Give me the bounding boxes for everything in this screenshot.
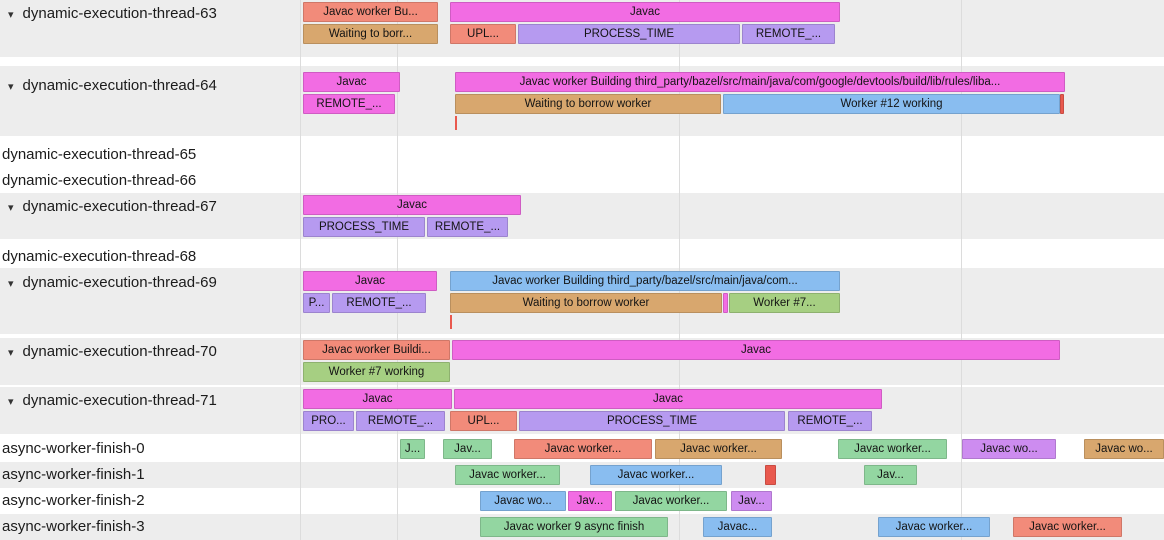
trace-slice[interactable]: Javac worker... xyxy=(838,439,947,459)
trace-slice[interactable]: J... xyxy=(400,439,425,459)
track-label-text: dynamic-execution-thread-68 xyxy=(2,248,197,265)
trace-slice[interactable]: Javac xyxy=(303,195,521,215)
track-label[interactable]: async-worker-finish-2 xyxy=(2,491,145,511)
track-label[interactable]: ▾ dynamic-execution-thread-63 xyxy=(8,4,217,24)
trace-slice[interactable] xyxy=(765,465,776,485)
trace-slice[interactable]: UPL... xyxy=(450,24,516,44)
track-label[interactable]: async-worker-finish-3 xyxy=(2,517,145,537)
track-label[interactable]: async-worker-finish-0 xyxy=(2,439,145,459)
trace-slice[interactable]: Jav... xyxy=(864,465,917,485)
track-label-text: dynamic-execution-thread-70 xyxy=(22,343,217,360)
trace-slice[interactable]: Jav... xyxy=(731,491,772,511)
track-label[interactable]: ▾ dynamic-execution-thread-71 xyxy=(8,391,217,411)
trace-slice[interactable]: Javac worker... xyxy=(615,491,727,511)
trace-slice[interactable]: Worker #7... xyxy=(729,293,840,313)
collapse-arrow-icon[interactable]: ▾ xyxy=(8,347,14,359)
trace-slice[interactable]: REMOTE_... xyxy=(427,217,508,237)
collapse-arrow-icon[interactable]: ▾ xyxy=(8,202,14,214)
track-label[interactable]: ▾ dynamic-execution-thread-64 xyxy=(8,76,217,96)
trace-slice[interactable]: REMOTE_... xyxy=(356,411,445,431)
track-label-text: dynamic-execution-thread-71 xyxy=(22,392,217,409)
trace-slice[interactable] xyxy=(723,293,728,313)
trace-slice[interactable]: PROCESS_TIME xyxy=(519,411,785,431)
track-label-text: dynamic-execution-thread-65 xyxy=(2,146,197,163)
track-label-text: dynamic-execution-thread-69 xyxy=(22,274,217,291)
trace-slice[interactable]: Waiting to borr... xyxy=(303,24,438,44)
track-label-text: async-worker-finish-2 xyxy=(2,492,145,509)
trace-slice[interactable]: Javac worker... xyxy=(878,517,990,537)
track-label-text: async-worker-finish-3 xyxy=(2,518,145,535)
trace-slice[interactable]: REMOTE_... xyxy=(742,24,835,44)
trace-slice[interactable]: Javac xyxy=(303,389,452,409)
track-label[interactable]: ▾ dynamic-execution-thread-69 xyxy=(8,273,217,293)
trace-slice[interactable]: P... xyxy=(303,293,330,313)
trace-slice[interactable]: Javac worker Building third_party/bazel/… xyxy=(450,271,840,291)
track-label-text: async-worker-finish-1 xyxy=(2,466,145,483)
collapse-arrow-icon[interactable]: ▾ xyxy=(8,396,14,408)
trace-slice[interactable]: Javac wo... xyxy=(962,439,1056,459)
trace-slice[interactable]: Waiting to borrow worker xyxy=(450,293,722,313)
trace-slice[interactable]: Javac... xyxy=(703,517,772,537)
trace-slice[interactable]: Jav... xyxy=(568,491,612,511)
trace-slice[interactable]: Javac worker Bu... xyxy=(303,2,438,22)
gridline xyxy=(679,0,680,540)
trace-slice[interactable]: PROCESS_TIME xyxy=(518,24,740,44)
track-label-text: dynamic-execution-thread-66 xyxy=(2,172,197,189)
collapse-arrow-icon[interactable]: ▾ xyxy=(8,278,14,290)
trace-slice[interactable]: Javac xyxy=(452,340,1060,360)
track-label[interactable]: dynamic-execution-thread-65 xyxy=(2,145,196,165)
trace-slice[interactable]: Jav... xyxy=(443,439,492,459)
trace-slice[interactable]: Javac xyxy=(303,271,437,291)
trace-slice[interactable]: Javac xyxy=(303,72,400,92)
track-band xyxy=(0,193,1164,239)
gridline xyxy=(961,0,962,540)
trace-slice[interactable]: Javac worker... xyxy=(455,465,560,485)
trace-slice[interactable] xyxy=(1060,94,1064,114)
trace-slice[interactable]: UPL... xyxy=(450,411,517,431)
instant-marker xyxy=(450,315,452,329)
track-label[interactable]: ▾ dynamic-execution-thread-67 xyxy=(8,197,217,217)
trace-slice[interactable]: REMOTE_... xyxy=(788,411,872,431)
track-label[interactable]: ▾ dynamic-execution-thread-70 xyxy=(8,342,217,362)
track-label[interactable]: dynamic-execution-thread-68 xyxy=(2,247,196,267)
trace-slice[interactable]: Javac worker... xyxy=(590,465,722,485)
gridline xyxy=(300,0,301,540)
trace-slice[interactable]: Javac wo... xyxy=(480,491,566,511)
gridline xyxy=(397,0,398,540)
trace-slice[interactable]: PROCESS_TIME xyxy=(303,217,425,237)
trace-slice[interactable]: Worker #12 working xyxy=(723,94,1060,114)
track-band xyxy=(0,462,1164,488)
trace-slice[interactable]: PRO... xyxy=(303,411,354,431)
trace-slice[interactable]: Javac worker Building third_party/bazel/… xyxy=(455,72,1065,92)
collapse-arrow-icon[interactable]: ▾ xyxy=(8,9,14,21)
trace-slice[interactable]: Javac xyxy=(454,389,882,409)
track-label[interactable]: dynamic-execution-thread-66 xyxy=(2,171,196,191)
trace-slice[interactable]: Javac worker... xyxy=(655,439,782,459)
trace-slice[interactable]: Worker #7 working xyxy=(303,362,450,382)
track-label-text: dynamic-execution-thread-67 xyxy=(22,198,217,215)
trace-slice[interactable]: Waiting to borrow worker xyxy=(455,94,721,114)
trace-slice[interactable]: Javac wo... xyxy=(1084,439,1164,459)
trace-slice[interactable]: Javac worker... xyxy=(514,439,652,459)
trace-slice[interactable]: Javac worker 9 async finish xyxy=(480,517,668,537)
collapse-arrow-icon[interactable]: ▾ xyxy=(8,81,14,93)
track-label-text: async-worker-finish-0 xyxy=(2,440,145,457)
track-label[interactable]: async-worker-finish-1 xyxy=(2,465,145,485)
trace-slice[interactable]: Javac worker... xyxy=(1013,517,1122,537)
trace-slice[interactable]: REMOTE_... xyxy=(332,293,426,313)
instant-marker xyxy=(455,116,457,130)
trace-slice[interactable]: Javac worker Buildi... xyxy=(303,340,450,360)
track-label-text: dynamic-execution-thread-64 xyxy=(22,77,217,94)
trace-slice[interactable]: REMOTE_... xyxy=(303,94,395,114)
trace-slice[interactable]: Javac xyxy=(450,2,840,22)
track-label-text: dynamic-execution-thread-63 xyxy=(22,5,217,22)
